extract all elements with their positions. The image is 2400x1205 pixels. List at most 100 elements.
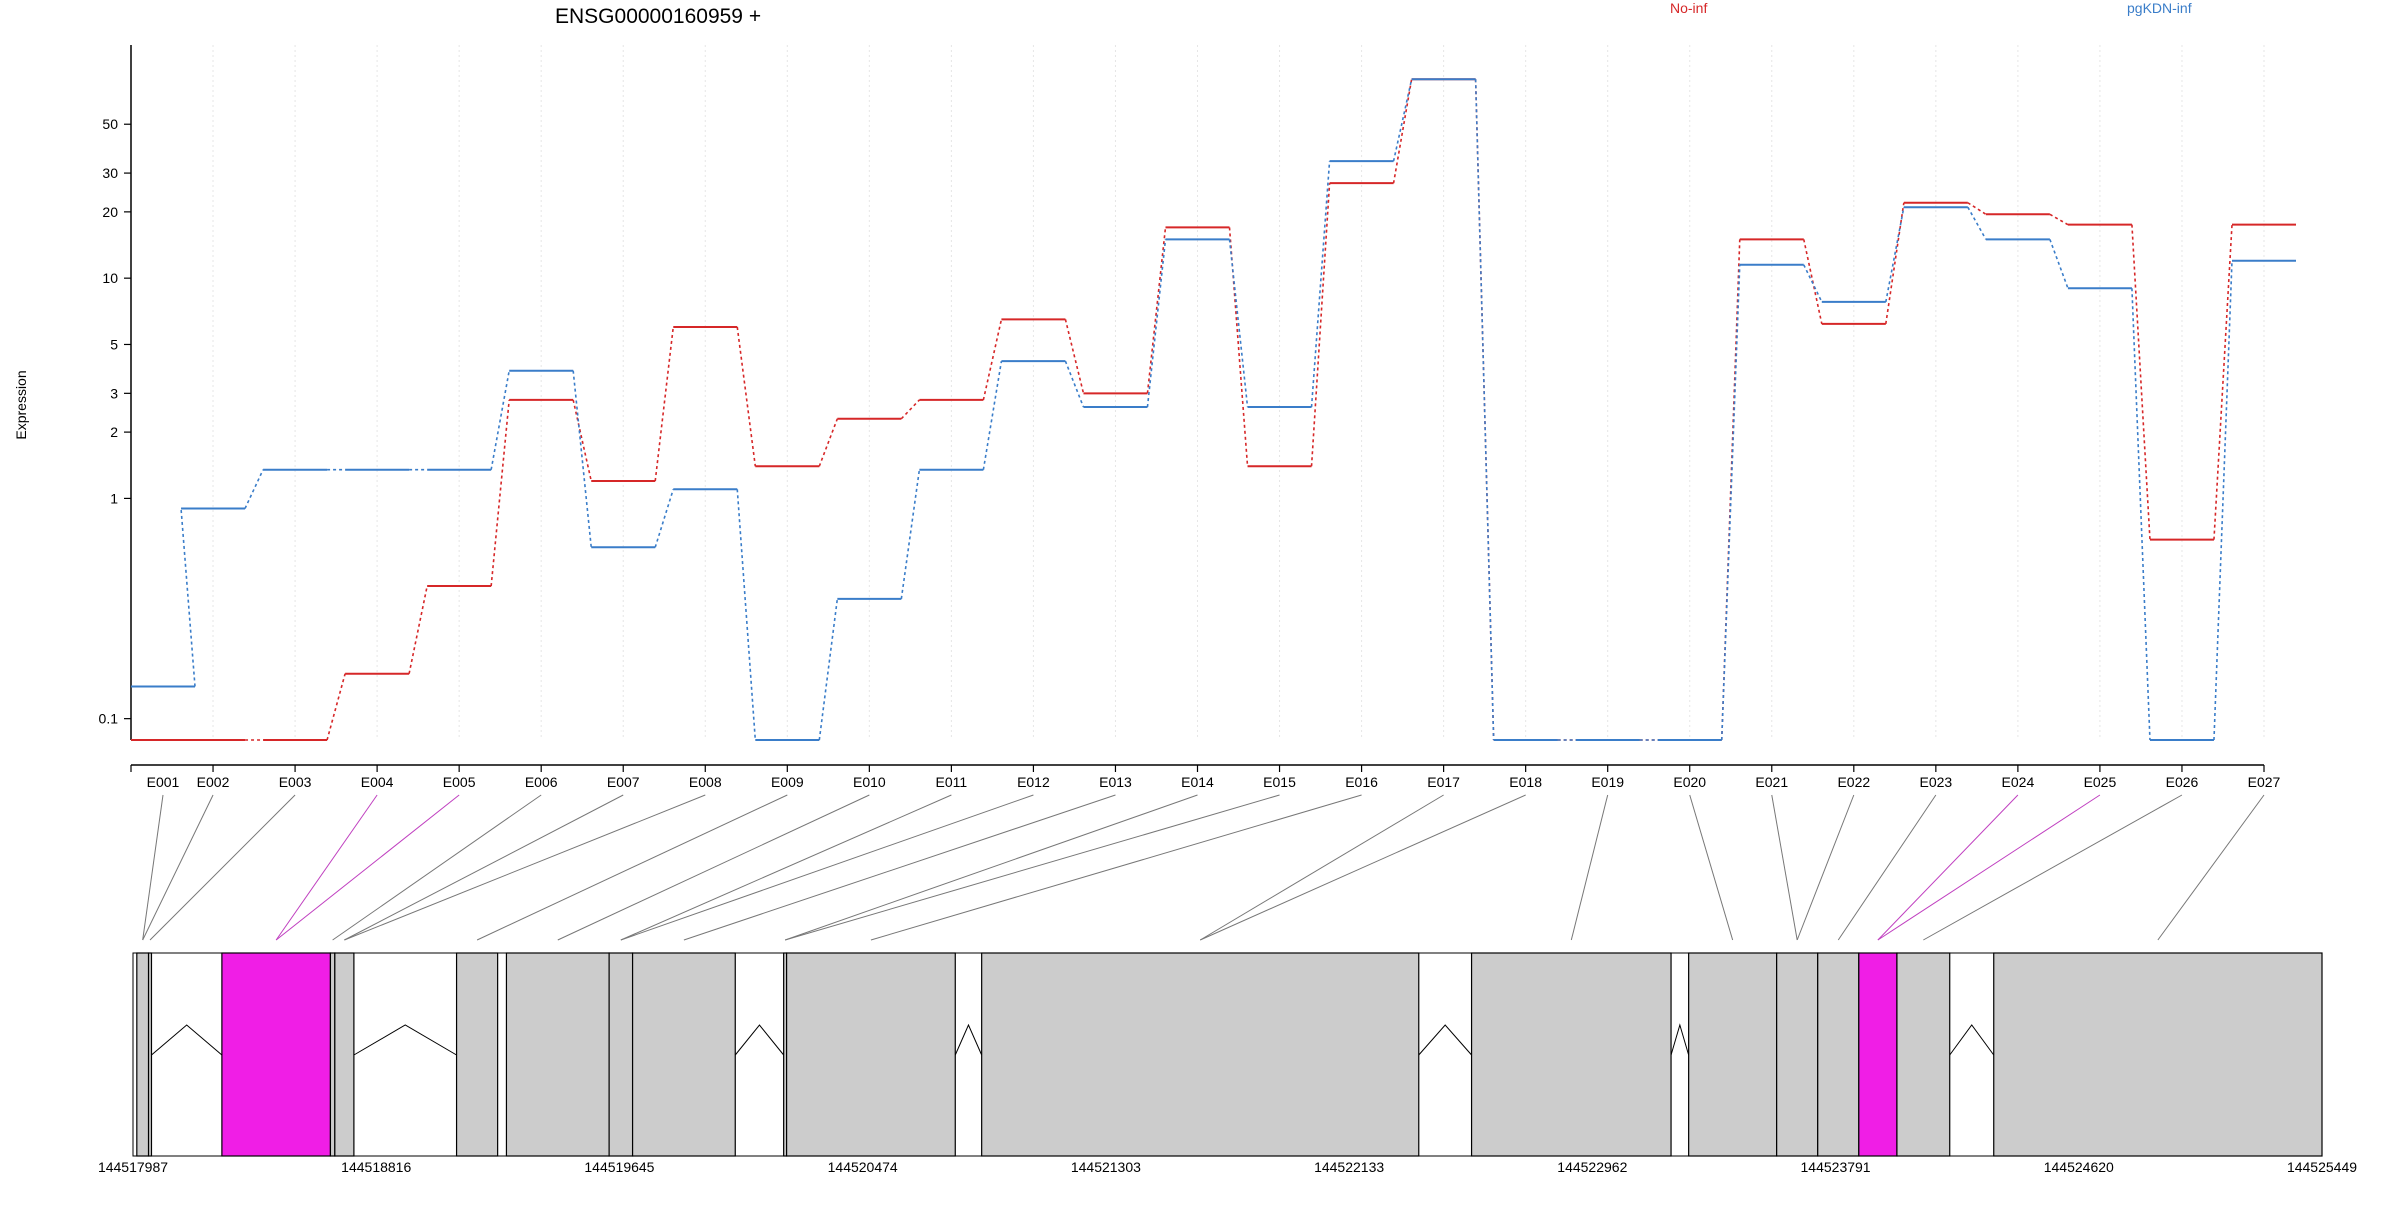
gene-model: 144517987 144518816 144519645 144520474 1445… (98, 794, 2357, 1175)
exon-connector (784, 794, 1280, 941)
connector (1885, 207, 1905, 303)
x-tick-label: E013 (1099, 774, 1132, 790)
intron (353, 1024, 457, 1056)
connector (1967, 206, 1987, 240)
connector (654, 326, 675, 482)
exon-connector (683, 794, 1116, 941)
connector (736, 489, 757, 741)
y-tick-label: 2 (110, 424, 118, 440)
connector (1967, 202, 1987, 215)
x-tick-label: E004 (361, 774, 394, 790)
genomic-tick-label: 144518816 (341, 1159, 411, 1175)
exon-box (608, 952, 634, 1157)
exon-box (329, 952, 336, 1157)
connector (1146, 227, 1167, 394)
exon-box (785, 952, 956, 1157)
connector (490, 370, 510, 470)
exon-connector (476, 794, 788, 941)
x-tick-label: E006 (525, 774, 558, 790)
connector (982, 361, 1003, 470)
exon-connector (620, 794, 1034, 941)
exon-connector (1837, 794, 1937, 941)
connector (244, 469, 264, 509)
exon-connector (2157, 794, 2265, 941)
legend-entry-pgkdn-inf: pgKDN-inf (2127, 0, 2192, 16)
exon-connector (1877, 794, 2101, 941)
exon-box (1688, 952, 1778, 1157)
exon-connector (344, 794, 706, 941)
connector (818, 598, 839, 741)
connector (572, 370, 593, 548)
exon-box (1776, 952, 1819, 1157)
intron (1418, 1024, 1472, 1056)
exon-connector (1200, 794, 1526, 941)
y-tick-label: 1 (110, 490, 118, 506)
connector (180, 508, 196, 687)
x-tick-label: E024 (2002, 774, 2035, 790)
x-tick-label: E008 (689, 774, 722, 790)
connector (1885, 202, 1905, 325)
exon-connector (1877, 794, 2019, 941)
x-tick-label: E021 (1755, 774, 1788, 790)
connector (1720, 264, 1741, 741)
y-tick-label: 10 (102, 270, 118, 286)
y-axis-label: Expression (13, 370, 29, 439)
connector (1392, 79, 1413, 162)
exon-connector (870, 794, 1362, 941)
genomic-tick-label: 144524620 (2044, 1159, 2114, 1175)
connector (2213, 260, 2233, 741)
genomic-tick-label: 144519645 (584, 1159, 654, 1175)
connector (900, 399, 920, 420)
intron (954, 1023, 983, 1056)
x-tick-label: E025 (2084, 774, 2117, 790)
exon-connector (344, 794, 624, 941)
intron (734, 1024, 785, 1056)
x-tick-label: E009 (771, 774, 804, 790)
exon-connector (620, 794, 952, 941)
x-tick-label: E007 (607, 774, 640, 790)
connector (408, 585, 428, 674)
genomic-tick-label: 144520474 (828, 1159, 898, 1175)
connector (1720, 239, 1741, 741)
x-tick-label: E005 (443, 774, 476, 790)
connector (1803, 264, 1823, 303)
x-tick-label: E020 (1673, 774, 1706, 790)
connector (1228, 239, 1249, 408)
exon-box (981, 952, 1420, 1157)
connector (572, 399, 593, 482)
x-tick-label: E026 (2166, 774, 2199, 790)
intron (1670, 1023, 1690, 1056)
connector (736, 326, 757, 467)
series-pgkdn-inf (131, 78, 2296, 741)
connector (818, 418, 839, 467)
chart-title: ENSG00000160959 + (555, 5, 761, 28)
exon-connector (1570, 794, 1609, 941)
exon-connector (142, 794, 164, 941)
exon-connector (1689, 794, 1734, 941)
genomic-tick-label: 144523791 (1801, 1159, 1871, 1175)
exon-connector (275, 794, 460, 941)
y-tick-label: 0.1 (99, 711, 119, 727)
connector (2131, 288, 2151, 741)
series-no-inf (131, 78, 2296, 741)
exon-connector (332, 794, 542, 941)
exon-connector (557, 794, 870, 941)
connector (1064, 319, 1085, 394)
x-tick-label: E015 (1263, 774, 1296, 790)
connector (1310, 161, 1331, 408)
exon-box (1470, 952, 1672, 1157)
exon-connector (1771, 794, 1798, 941)
gene-frame (132, 952, 2323, 1157)
exon-connector (275, 794, 378, 941)
connector (1310, 183, 1331, 467)
x-tick-label: E019 (1591, 774, 1624, 790)
x-tick-label: E023 (1919, 774, 1952, 790)
exon-box (1858, 952, 1898, 1157)
y-tick-label: 50 (102, 116, 118, 132)
x-tick-label: E012 (1017, 774, 1050, 790)
x-tick-label: E011 (936, 774, 968, 790)
connector (900, 469, 921, 599)
exon-box (1896, 952, 1951, 1157)
connector (1064, 360, 1085, 408)
connector (1146, 239, 1167, 408)
